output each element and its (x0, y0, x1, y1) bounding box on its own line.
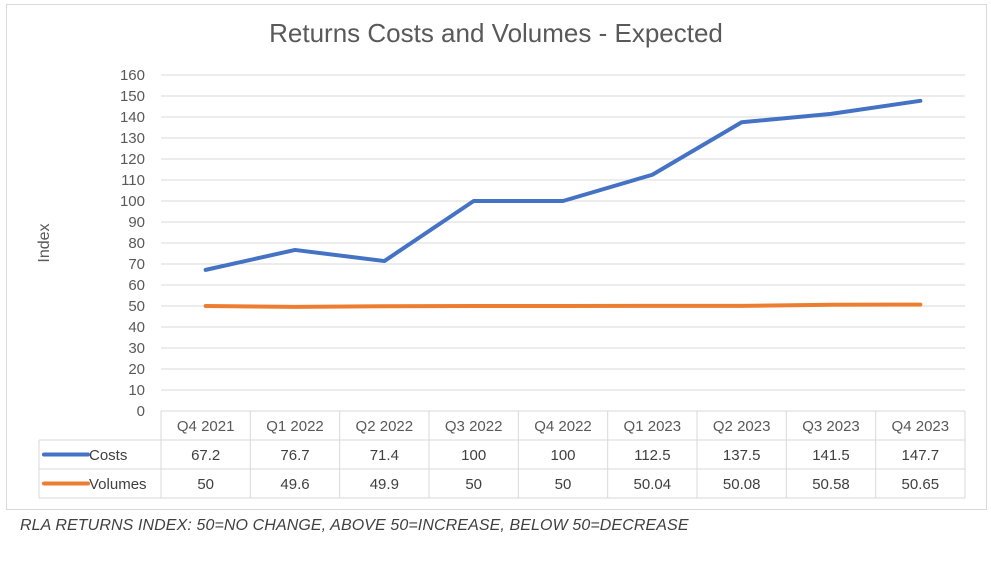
data-label: 76.7 (280, 447, 309, 464)
legend-label-costs: Costs (89, 447, 127, 464)
y-tick-label: 120 (120, 151, 145, 168)
series-line-costs (203, 98, 923, 272)
y-tick-label: 20 (128, 361, 145, 378)
data-label: 50.65 (902, 476, 940, 493)
y-tick-label: 110 (121, 172, 145, 189)
data-label: 50.04 (634, 476, 672, 493)
x-tick-label: Q4 2023 (892, 418, 950, 435)
y-tick-label: 0 (137, 403, 145, 420)
data-label: 50.08 (723, 476, 761, 493)
y-axis-ticks: 0 10 20 30 40 50 60 70 80 90 100 110 120 130 140 150 160 (120, 67, 145, 420)
data-table: Q4 2021 Q1 2022 Q2 2022 Q3 2022 Q4 2022 Q1 20… (38, 411, 966, 499)
data-label: 137.5 (723, 447, 761, 464)
series-line-volumes (203, 302, 923, 309)
x-tick-label: Q4 2022 (534, 418, 592, 435)
y-tick-label: 80 (128, 235, 145, 252)
data-label: 141.5 (812, 447, 850, 464)
data-label: 50 (465, 476, 482, 493)
x-tick-label: Q3 2023 (802, 418, 860, 435)
y-tick-label: 10 (128, 382, 145, 399)
y-tick-label: 100 (120, 193, 145, 210)
x-tick-label: Q2 2022 (356, 418, 414, 435)
y-tick-label: 70 (128, 256, 145, 273)
y-axis-label: Index (36, 223, 53, 262)
x-tick-label: Q1 2023 (624, 418, 682, 435)
data-label: 49.6 (280, 476, 309, 493)
line-chart: Returns Costs and Volumes - Expected Ind… (36, 18, 966, 499)
chart-area: Returns Costs and Volumes - Expected Ind… (6, 4, 987, 510)
legend-label-volumes: Volumes (89, 476, 147, 493)
data-label: 67.2 (191, 447, 220, 464)
y-tick-label: 60 (128, 277, 145, 294)
y-tick-label: 40 (128, 319, 145, 336)
x-tick-label: Q2 2023 (713, 418, 771, 435)
y-tick-label: 140 (120, 109, 145, 126)
chart-title: Returns Costs and Volumes - Expected (269, 18, 723, 48)
series-lines (203, 98, 923, 309)
data-label: 100 (550, 447, 575, 464)
y-tick-label: 160 (120, 67, 145, 84)
footnote: RLA RETURNS INDEX: 50=NO CHANGE, ABOVE 5… (20, 517, 689, 534)
x-tick-label: Q4 2021 (177, 418, 235, 435)
y-tick-label: 90 (128, 214, 145, 231)
y-tick-label: 130 (120, 130, 145, 147)
data-label: 147.7 (902, 447, 940, 464)
data-label: 50 (197, 476, 214, 493)
y-tick-label: 30 (128, 340, 145, 357)
gridlines (161, 74, 965, 412)
data-label: 71.4 (370, 447, 399, 464)
data-label: 50 (555, 476, 572, 493)
y-tick-label: 150 (120, 88, 145, 105)
x-tick-label: Q1 2022 (266, 418, 324, 435)
data-label: 49.9 (370, 476, 399, 493)
y-tick-label: 50 (128, 298, 145, 315)
data-label: 112.5 (634, 447, 670, 464)
data-label: 100 (461, 447, 486, 464)
x-tick-label: Q3 2022 (445, 418, 503, 435)
data-label: 50.58 (812, 476, 850, 493)
